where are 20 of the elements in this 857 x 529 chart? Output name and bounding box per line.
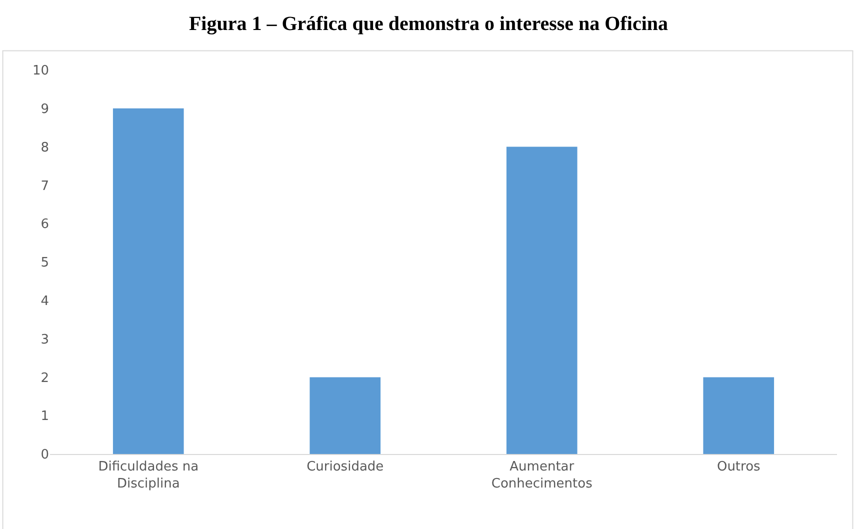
y-tick-label: 6 xyxy=(40,217,49,232)
bar xyxy=(506,146,578,454)
y-tick-label: 4 xyxy=(40,294,49,309)
bar xyxy=(112,108,184,454)
y-tick-label: 10 xyxy=(32,64,49,79)
x-tick-label: Dificuldades na Disciplina xyxy=(98,460,199,492)
y-tick-label: 7 xyxy=(40,178,49,194)
x-tick-label: Aumentar Conhecimentos xyxy=(491,460,593,492)
bar xyxy=(703,377,774,454)
x-tick-label: Curiosidade xyxy=(306,460,384,475)
y-tick-label: 2 xyxy=(40,370,49,386)
y-tick-label: 3 xyxy=(40,332,49,348)
x-tick-label: Outros xyxy=(716,460,761,475)
y-tick-label: 8 xyxy=(40,140,49,156)
bar xyxy=(310,377,381,454)
y-tick-label: 0 xyxy=(40,448,49,463)
y-tick-label: 1 xyxy=(40,409,49,424)
y-tick-label: 5 xyxy=(40,256,49,271)
chart-title: Figura 1 – Gráfica que demonstra o interesse na Oficina xyxy=(188,12,668,35)
y-tick-label: 9 xyxy=(40,102,49,117)
